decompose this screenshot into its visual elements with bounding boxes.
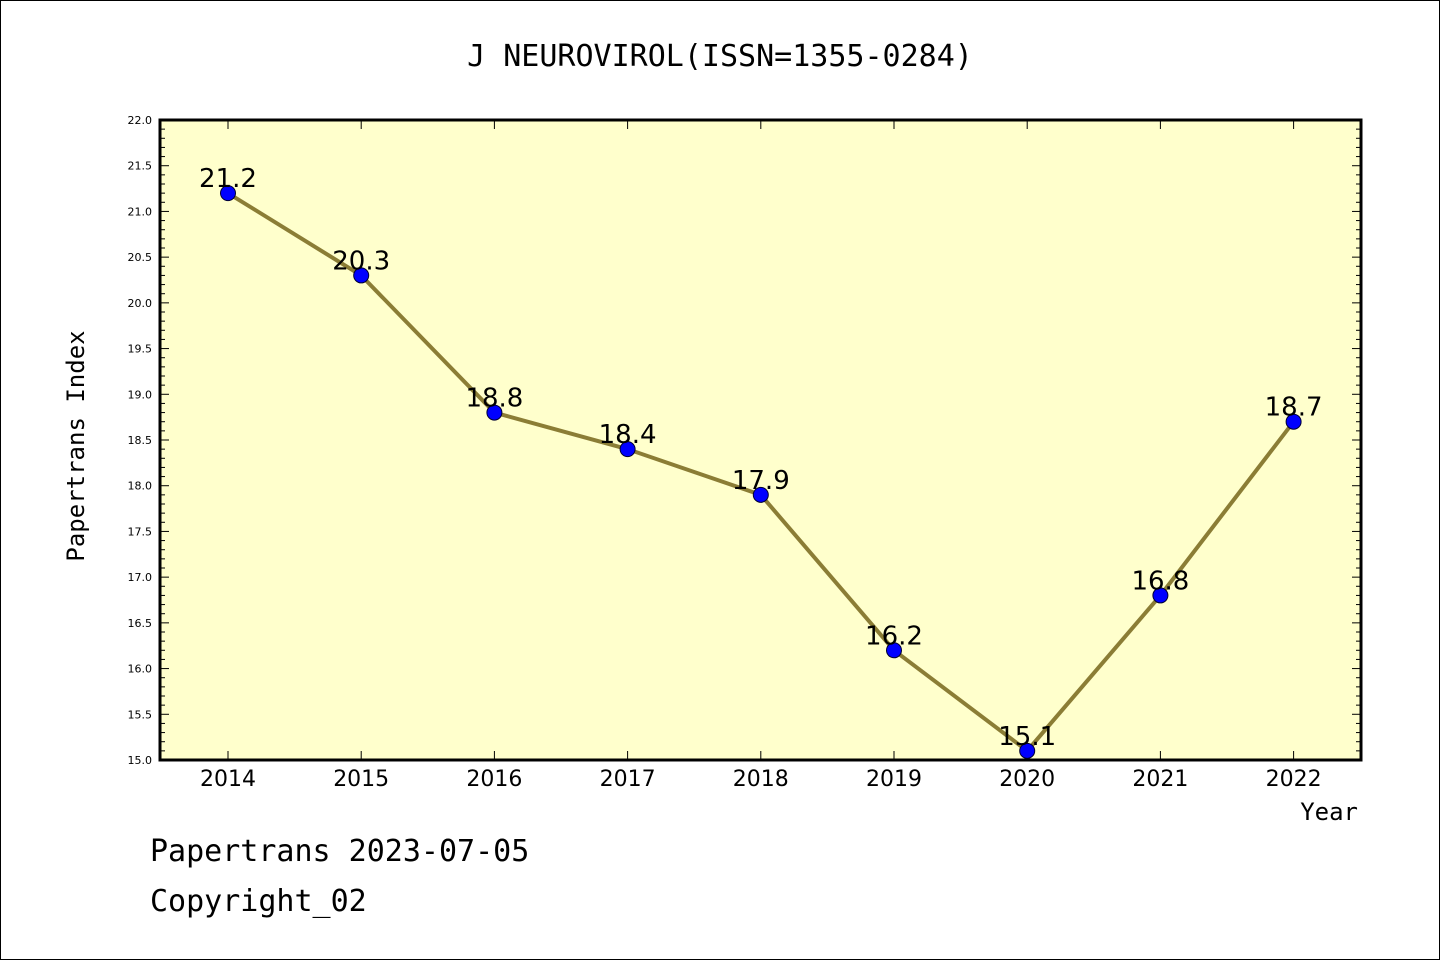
data-labels: 21.2 20.3 18.8 18.4 17.9 16.2 15.1 16.8 18.7 (199, 164, 1322, 752)
x-tick-label: 2018 (733, 767, 789, 792)
x-tick-label: 2015 (333, 767, 389, 792)
plot-border (158, 118, 1363, 762)
y-tick-label: 21.5 (128, 160, 153, 173)
data-point (752, 486, 769, 503)
data-label: 17.9 (732, 466, 790, 496)
x-axis: 2014 2015 2016 2017 2018 2019 2020 2021 2022 (200, 120, 1322, 792)
y-tick-label: 20.5 (128, 251, 153, 264)
y-tick-label: 17.5 (128, 525, 153, 538)
data-label: 20.3 (332, 246, 390, 276)
data-point (1152, 587, 1169, 604)
y-tick-label: 15.0 (128, 754, 153, 767)
y-tick-label: 20.0 (128, 297, 153, 310)
x-axis-label: Year (1300, 798, 1358, 826)
y-tick-label: 16.5 (128, 617, 153, 630)
data-point (886, 642, 902, 659)
x-tick-label: 2014 (200, 767, 256, 792)
footer-date: Papertrans 2023-07-05 (150, 834, 530, 869)
y-tick-label: 18.0 (128, 480, 153, 493)
data-point (486, 404, 503, 421)
y-tick-label: 22.0 (128, 114, 153, 127)
data-label: 16.2 (865, 621, 923, 651)
y-tick-label: 17.0 (128, 571, 153, 584)
x-tick-label: 2020 (999, 767, 1055, 792)
x-tick-label: 2021 (1132, 767, 1188, 792)
data-label: 21.2 (199, 164, 257, 194)
y-tick-label: 15.5 (128, 708, 153, 721)
data-point (353, 267, 370, 284)
series-markers (220, 185, 1302, 759)
data-point (619, 441, 636, 458)
x-tick-label: 2017 (600, 767, 656, 792)
data-label: 15.1 (998, 722, 1056, 752)
chart-title: J NEUROVIROL(ISSN=1355-0284) (467, 39, 973, 74)
y-tick-label: 18.5 (128, 434, 153, 447)
y-tick-label: 21.0 (128, 205, 153, 218)
data-label: 18.8 (465, 384, 523, 414)
plot-area (160, 120, 1361, 760)
x-tick-label: 2022 (1266, 767, 1322, 792)
data-point (220, 185, 236, 202)
y-tick-label: 19.0 (128, 388, 153, 401)
data-label: 18.7 (1265, 393, 1323, 423)
data-point (1019, 742, 1036, 759)
data-point (1285, 413, 1302, 430)
y-axis: 15.0 15.5 16.0 16.5 17.0 17.5 18.0 18.5 19.0 19.5… (128, 114, 1361, 767)
footer-copyright: Copyright_02 (150, 884, 367, 919)
y-axis-label: Papertrans Index (62, 330, 90, 561)
y-tick-label: 16.0 (128, 663, 153, 676)
data-label: 16.8 (1131, 566, 1189, 596)
y-tick-label: 19.5 (128, 343, 153, 356)
x-tick-label: 2019 (866, 767, 922, 792)
x-tick-label: 2016 (466, 767, 522, 792)
data-label: 18.4 (599, 420, 657, 450)
